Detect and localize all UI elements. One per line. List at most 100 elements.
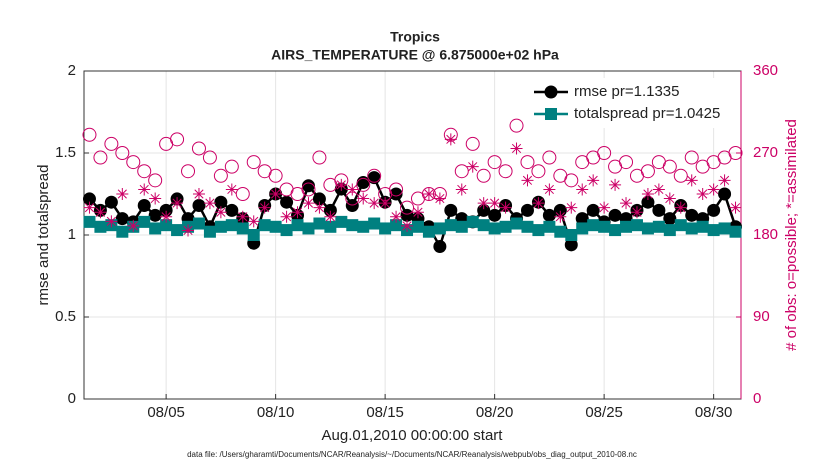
assimilated-obs-marker [576, 183, 589, 196]
y-tick-label: 2 [68, 62, 76, 79]
spread-marker [313, 217, 326, 230]
spread-marker [83, 215, 96, 228]
possible-obs-marker [126, 155, 141, 170]
assimilated-obs-marker [466, 160, 479, 173]
assimilated-obs-marker [160, 210, 173, 223]
possible-obs-marker [312, 150, 327, 165]
spread-marker [554, 225, 567, 238]
assimilated-obs-marker [521, 174, 534, 187]
spread-marker [477, 219, 490, 232]
rmse-marker [148, 208, 162, 222]
assimilated-obs-marker [422, 188, 435, 200]
assimilated-obs-marker [674, 201, 687, 214]
assimilated-obs-marker [729, 201, 742, 214]
spread-marker [160, 219, 173, 232]
rmse-marker [115, 212, 129, 226]
spread-marker [225, 219, 238, 232]
rmse-marker [564, 238, 578, 252]
spread-marker [433, 222, 446, 235]
possible-obs-marker [662, 159, 677, 174]
assimilated-obs-marker [641, 188, 654, 200]
assimilated-obs-marker [401, 219, 414, 232]
rmse-marker [225, 203, 239, 217]
x-tick-label: 08/15 [366, 404, 404, 421]
spread-marker [390, 219, 403, 232]
assimilated-obs-marker [182, 224, 195, 237]
spread-marker [357, 220, 370, 233]
assimilated-obs-marker [510, 142, 523, 155]
possible-obs-marker [640, 164, 655, 179]
assimilated-obs-marker [652, 183, 665, 196]
assimilated-obs-marker [214, 206, 227, 219]
spread-marker [422, 225, 435, 238]
rmse-marker [575, 212, 589, 226]
spread-marker [444, 219, 457, 232]
possible-obs-marker [104, 136, 119, 151]
spread-marker [247, 229, 260, 241]
possible-obs-marker [487, 155, 502, 170]
rmse-marker [137, 198, 151, 212]
spread-marker [576, 222, 589, 235]
rmse-marker [104, 195, 118, 209]
possible-obs-marker [301, 182, 316, 197]
y2-tick-label: 0 [753, 390, 761, 407]
assimilated-obs-marker [543, 183, 556, 196]
spread-marker [587, 219, 600, 232]
possible-obs-marker [367, 168, 382, 183]
chart-subtitle: AIRS_TEMPERATURE @ 6.875000e+02 hPa [271, 47, 559, 63]
assimilated-obs-marker [554, 210, 567, 223]
assimilated-obs-marker [313, 201, 326, 214]
spread-marker [258, 219, 271, 232]
spread-marker [685, 222, 698, 235]
spread-marker [138, 215, 151, 228]
legend-box [528, 78, 736, 128]
spread-marker [674, 219, 687, 232]
assimilated-obs-marker [127, 219, 140, 232]
assimilated-obs-marker [236, 210, 249, 223]
spread-marker [379, 222, 392, 235]
rmse-marker [82, 192, 96, 206]
spread-marker [729, 225, 742, 238]
assimilated-obs-marker [105, 215, 118, 228]
assimilated-obs-marker [499, 201, 512, 214]
y-tick-label: 0 [68, 390, 76, 407]
spread-marker [521, 220, 534, 233]
assimilated-obs-marker [225, 183, 238, 196]
possible-obs-marker [389, 182, 404, 197]
assimilated-obs-marker [455, 183, 468, 196]
assimilated-obs-marker [379, 197, 392, 210]
assimilated-obs-marker [565, 201, 578, 214]
rmse-marker [389, 187, 403, 201]
assimilated-obs-marker [291, 206, 304, 219]
rmse-marker [400, 208, 414, 222]
possible-obs-marker [597, 146, 612, 160]
possible-obs-marker [619, 155, 634, 170]
assimilated-obs-marker [390, 210, 403, 223]
possible-obs-marker [191, 141, 206, 156]
assimilated-obs-marker [368, 197, 381, 210]
rmse-marker [685, 208, 699, 222]
x-axis-label: Aug.01,2010 00:00:00 start [322, 427, 504, 444]
rmse-marker [433, 239, 447, 253]
assimilated-obs-marker [192, 188, 205, 200]
possible-obs-marker [246, 155, 261, 170]
possible-obs-marker [148, 173, 163, 188]
spread-marker [214, 220, 227, 233]
assimilated-obs-marker [324, 210, 337, 223]
possible-obs-marker [564, 173, 579, 188]
rmse-marker [312, 192, 326, 206]
possible-obs-marker [476, 168, 491, 183]
spread-marker [707, 224, 720, 237]
y-tick-label: 1 [68, 226, 76, 243]
assimilated-obs-marker [609, 178, 622, 191]
spread-marker [510, 217, 523, 230]
rmse-marker [586, 203, 600, 217]
possible-obs-marker [520, 155, 535, 170]
possible-obs-marker [531, 164, 546, 179]
spread-marker [532, 224, 545, 237]
assimilated-obs-marker [280, 210, 293, 223]
rmse-marker [608, 208, 622, 222]
spread-marker [280, 224, 293, 237]
